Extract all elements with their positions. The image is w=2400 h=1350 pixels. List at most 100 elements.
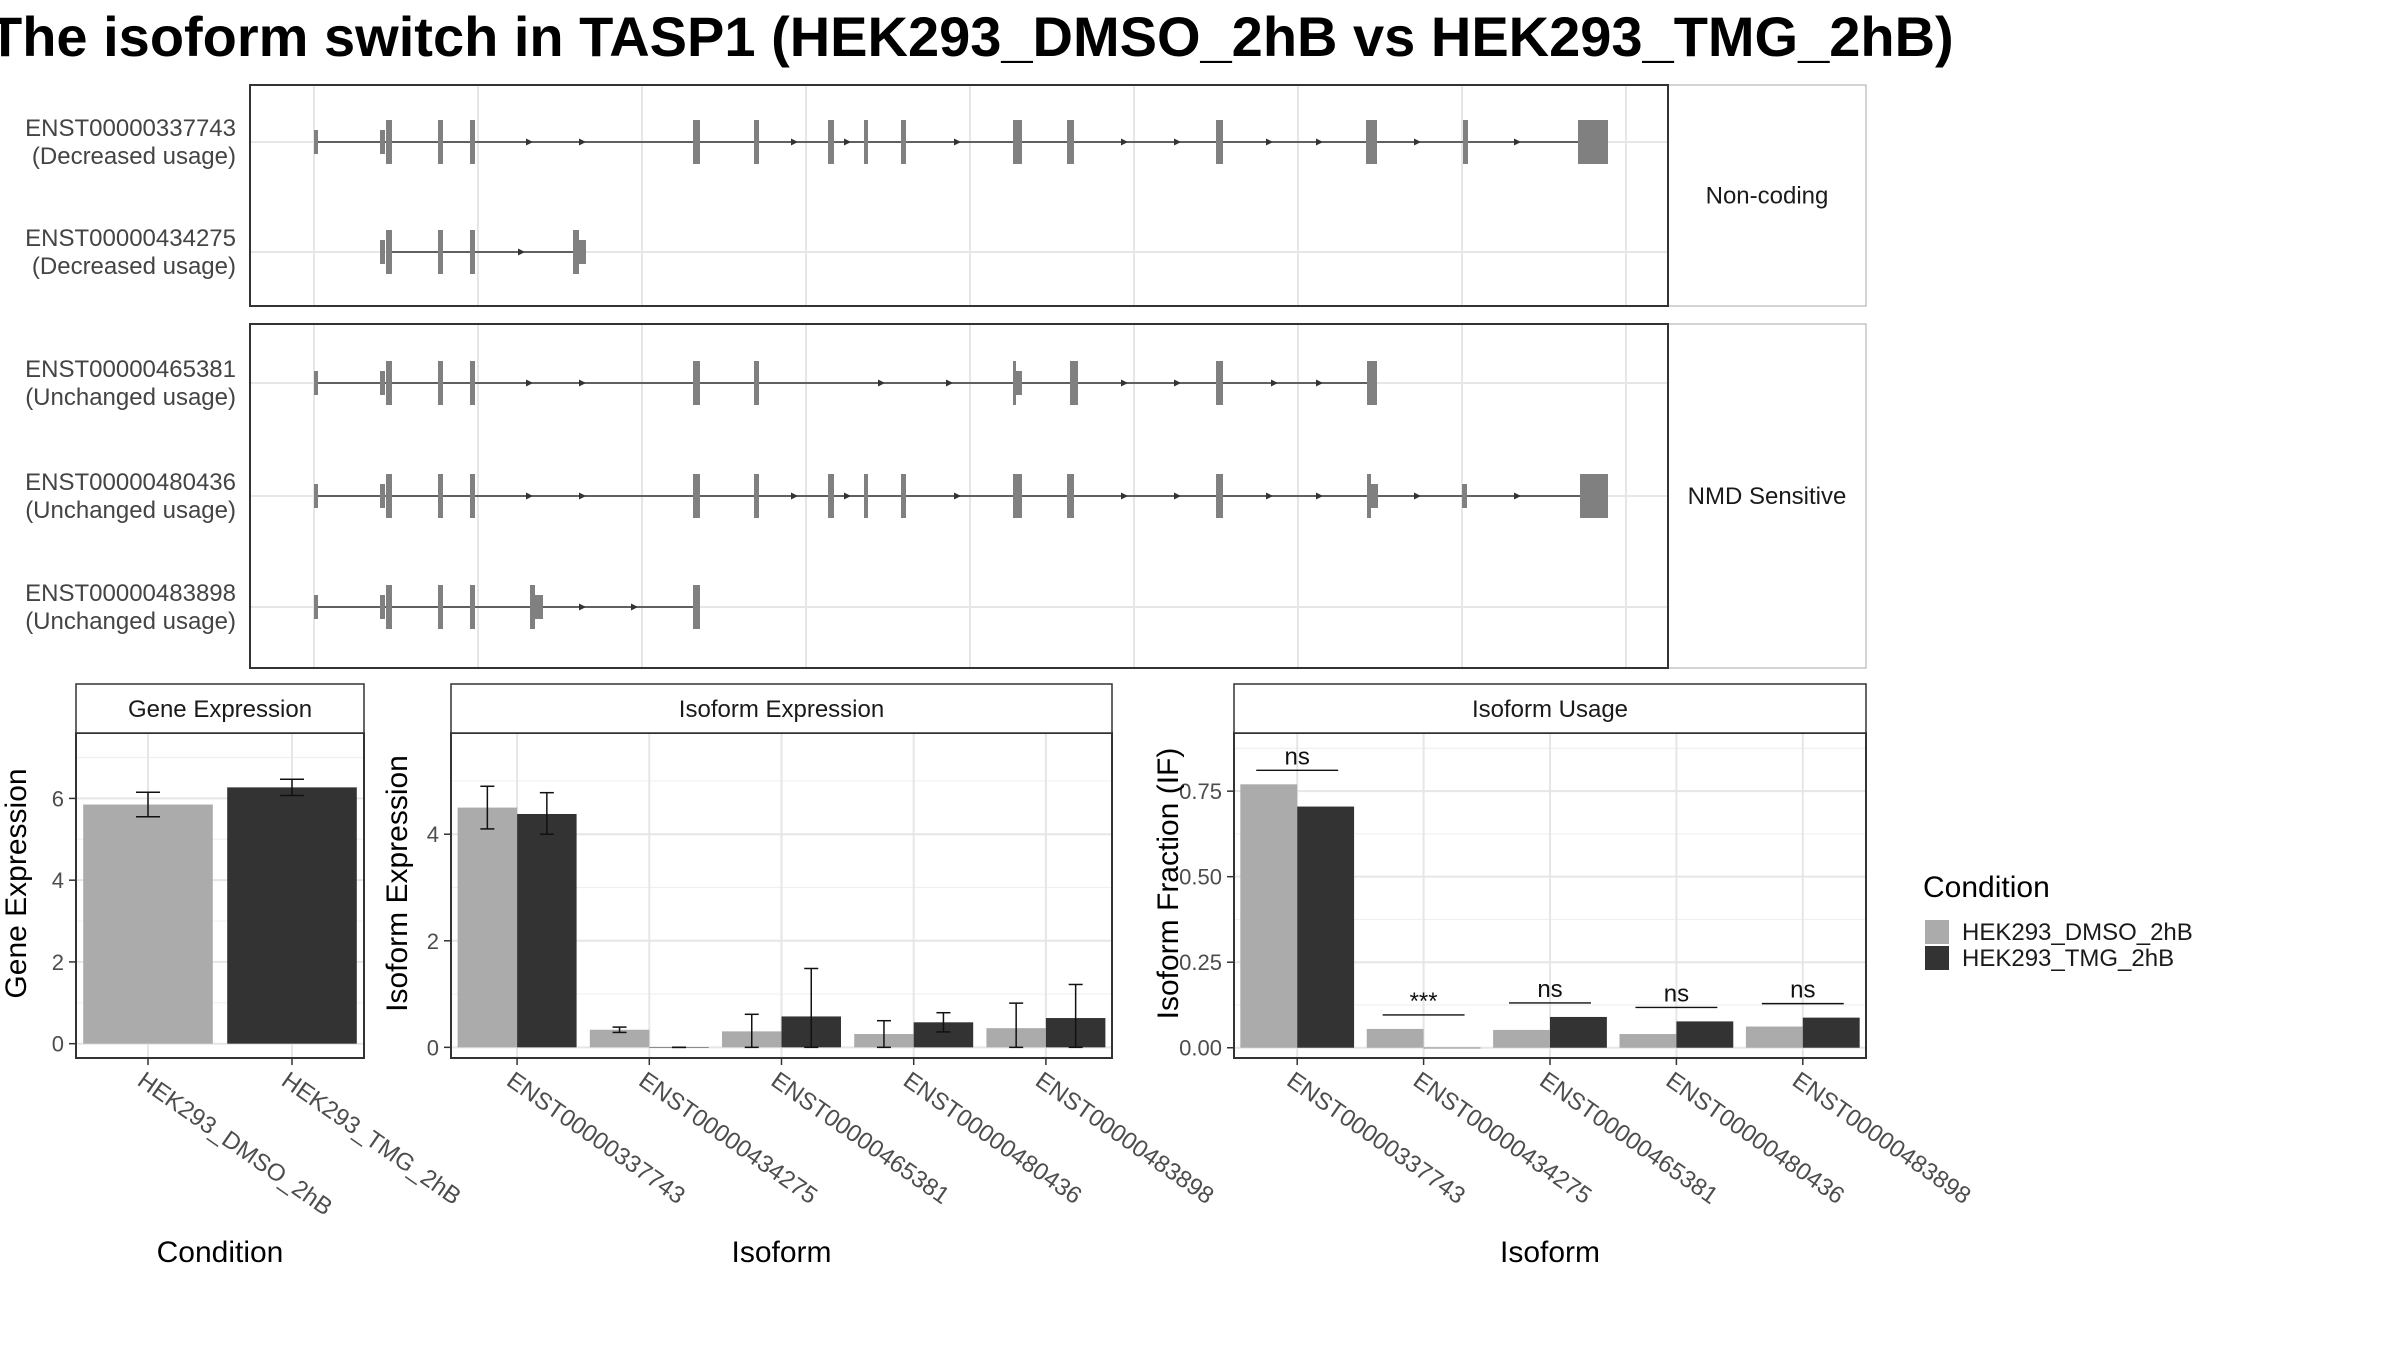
strand-arrow (526, 492, 533, 500)
bar-dmso (1619, 1034, 1677, 1048)
exon-block (470, 474, 475, 518)
transcript-track: ENST00000480436(Unchanged usage) (25, 469, 1608, 524)
exon-block (1580, 474, 1608, 518)
bar-dmso (589, 1029, 650, 1048)
significance-label: ns (1285, 743, 1310, 770)
exon-block (864, 474, 868, 518)
y-tick-label: 0.00 (1179, 1036, 1222, 1061)
error-bar (1009, 1002, 1024, 1049)
strand-arrow (526, 138, 533, 146)
strand-arrow (1121, 138, 1128, 146)
exon-block (380, 240, 385, 264)
bar-tmg (1676, 1021, 1734, 1048)
legend-swatch-tmg (1925, 946, 1949, 970)
bar-tmg (1550, 1016, 1607, 1048)
exon-block (693, 120, 700, 164)
error-bar (1068, 983, 1083, 1049)
exon-block (754, 474, 759, 518)
significance-label: ns (1790, 977, 1815, 1004)
transcript-usage: (Unchanged usage) (25, 497, 236, 524)
exon-block (579, 240, 586, 264)
exon-block (314, 130, 318, 154)
exon-block (530, 585, 535, 629)
exon-block (386, 474, 392, 518)
strand-arrow (1316, 492, 1323, 500)
exon-block (438, 120, 443, 164)
y-tick-label: 0 (52, 1032, 64, 1057)
facet-strip-label: Gene Expression (128, 696, 312, 723)
bar-dmso (457, 807, 518, 1048)
exon-block (573, 230, 579, 274)
bar-tmg (517, 813, 577, 1048)
transcript-panel-0: Non-coding ENST00000337743(Decreased usag… (25, 84, 1867, 307)
strand-arrow (844, 138, 851, 146)
error-bar (136, 791, 160, 818)
strand-arrow (1121, 492, 1128, 500)
exon-block (470, 230, 475, 274)
x-axis-title: Isoform (1500, 1236, 1600, 1269)
strand-arrow (1174, 379, 1181, 387)
exon-block (535, 595, 543, 619)
y-tick-label: 0.75 (1179, 779, 1222, 804)
exon-block (386, 120, 392, 164)
y-tick-label: 0 (427, 1035, 439, 1060)
transcript-track: ENST00000337743(Decreased usage) (25, 115, 1608, 170)
exon-block (1367, 474, 1371, 518)
transcript-id: ENST00000434275 (25, 225, 236, 252)
exon-block (901, 474, 906, 518)
legend-title: Condition (1923, 871, 2050, 904)
exon-block (1462, 484, 1467, 508)
exon-block (1216, 361, 1223, 405)
exon-block (1583, 120, 1608, 164)
facet-strip-label: Isoform Expression (679, 696, 884, 723)
exon-block (1463, 120, 1468, 164)
strand-arrow (954, 492, 961, 500)
transcript-usage: (Decreased usage) (32, 253, 236, 280)
significance-label: ns (1664, 980, 1689, 1007)
transcript-panel-outline (249, 84, 1867, 307)
exon-block (438, 361, 443, 405)
exon-block (380, 484, 385, 508)
legend-label: HEK293_TMG_2hB (1962, 945, 2174, 972)
y-tick-label: 0.50 (1179, 865, 1222, 890)
error-bar (744, 1013, 759, 1049)
strand-arrow (1174, 492, 1181, 500)
transcript-track: ENST00000465381(Unchanged usage) (25, 356, 1377, 411)
bar-dmso (1493, 1029, 1550, 1048)
bar-tmg (1297, 806, 1355, 1048)
strand-arrow (1514, 138, 1521, 146)
exon-block (314, 484, 318, 508)
exon-block (470, 120, 475, 164)
error-bar (804, 967, 819, 1049)
y-axis-title: Isoform Expression (381, 755, 414, 1012)
bar-dmso (83, 804, 213, 1044)
exon-block (470, 361, 475, 405)
panel-category-label: Non-coding (1706, 183, 1829, 210)
y-tick-label: 2 (427, 929, 439, 954)
facet-strip (1233, 683, 1867, 734)
facet-strip (450, 683, 1113, 734)
exon-block (1013, 361, 1016, 405)
y-tick-label: 0.25 (1179, 950, 1222, 975)
transcript-panel-border (249, 84, 1669, 307)
y-axis-title: Gene Expression (0, 768, 33, 998)
exon-block (438, 230, 443, 274)
exon-block (380, 130, 385, 154)
strand-arrow (946, 379, 953, 387)
exon-block (1016, 371, 1022, 395)
exon-block (470, 585, 475, 629)
bar-tmg (227, 787, 357, 1044)
strand-arrow (1266, 138, 1273, 146)
bar-dmso (1366, 1028, 1424, 1048)
strand-arrow (791, 492, 798, 500)
bar-tmg (1423, 1047, 1481, 1049)
transcript-id: ENST00000483898 (25, 580, 236, 607)
transcript-id: ENST00000480436 (25, 469, 236, 496)
transcript-usage: (Decreased usage) (32, 143, 236, 170)
strand-arrow (844, 492, 851, 500)
exon-block (693, 585, 700, 629)
transcript-panel-border (249, 323, 1669, 669)
